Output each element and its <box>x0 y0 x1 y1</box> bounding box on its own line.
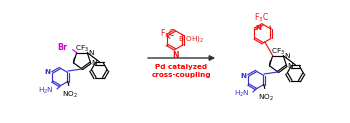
Text: N: N <box>288 63 293 69</box>
Text: $\mathregular{CF_3}$: $\mathregular{CF_3}$ <box>76 44 90 54</box>
Text: $\mathregular{H_2N}$: $\mathregular{H_2N}$ <box>38 86 54 96</box>
Text: N: N <box>92 60 97 66</box>
Text: N: N <box>172 51 179 60</box>
Text: $\mathregular{F_3C}$: $\mathregular{F_3C}$ <box>160 28 175 40</box>
Text: $\mathregular{NO_2}$: $\mathregular{NO_2}$ <box>62 90 78 100</box>
Text: N: N <box>45 69 51 76</box>
Text: $\mathregular{B(OH)_2}$: $\mathregular{B(OH)_2}$ <box>178 34 204 44</box>
Text: N: N <box>88 50 94 56</box>
Text: Pd catalyzed
cross-coupling: Pd catalyzed cross-coupling <box>152 64 211 78</box>
Text: $\mathregular{F_3C}$: $\mathregular{F_3C}$ <box>254 11 269 24</box>
Text: $\mathregular{CF_3}$: $\mathregular{CF_3}$ <box>272 47 286 57</box>
Text: N: N <box>241 72 247 78</box>
Text: Br: Br <box>58 43 68 52</box>
Text: $\mathregular{H_2N}$: $\mathregular{H_2N}$ <box>234 89 250 99</box>
Text: N: N <box>284 53 290 59</box>
Text: N: N <box>256 25 261 31</box>
Text: $\mathregular{NO_2}$: $\mathregular{NO_2}$ <box>258 92 274 103</box>
